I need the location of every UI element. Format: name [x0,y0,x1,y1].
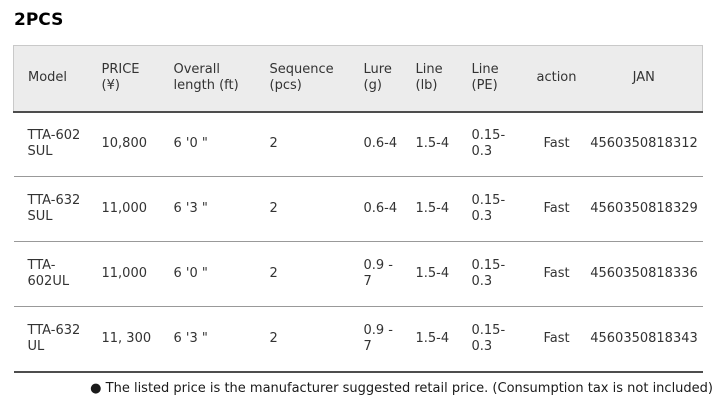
table-body: TTA-602 SUL 10,800 6 '0 " 2 0.6-4 1.5-4 … [13,111,703,373]
col-header-model: Model [13,45,90,113]
cell-lure: 0.6-4 [351,176,404,242]
page-title: 2PCS [14,10,64,30]
cell-jan: 4560350818329 [585,176,703,242]
cell-sequence: 2 [257,241,352,307]
col-header-line-lb: Line (lb) [403,45,460,113]
cell-price: 11, 300 [89,306,162,373]
col-header-line-pe: Line (PE) [459,45,528,113]
cell-line-pe: 0.15- 0.3 [459,111,528,177]
cell-line-lb: 1.5-4 [403,176,460,242]
cell-lure: 0.6-4 [351,111,404,177]
cell-overall-length: 6 '3 " [161,176,258,242]
cell-model: TTA- 602UL [13,241,90,307]
table-header: Model PRICE (¥) Overall length (ft) Sequ… [13,45,703,113]
table-row: TTA-632 SUL 11,000 6 '3 " 2 0.6-4 1.5-4 … [13,176,703,242]
cell-price: 10,800 [89,111,162,177]
cell-overall-length: 6 '3 " [161,306,258,373]
cell-line-pe: 0.15- 0.3 [459,306,528,373]
col-header-lure: Lure (g) [351,45,404,113]
cell-sequence: 2 [257,111,352,177]
page: 2PCS Model PRICE (¥) Overall length (ft)… [13,10,713,396]
cell-overall-length: 6 '0 " [161,111,258,177]
cell-action: Fast [527,111,586,177]
cell-model: TTA-632 SUL [13,176,90,242]
cell-action: Fast [527,306,586,373]
cell-line-lb: 1.5-4 [403,111,460,177]
col-header-price: PRICE (¥) [89,45,162,113]
cell-line-lb: 1.5-4 [403,241,460,307]
col-header-jan: JAN [585,45,703,113]
cell-line-pe: 0.15- 0.3 [459,176,528,242]
table-row: TTA-602 SUL 10,800 6 '0 " 2 0.6-4 1.5-4 … [13,111,703,177]
cell-action: Fast [527,176,586,242]
cell-overall-length: 6 '0 " [161,241,258,307]
header-row: Model PRICE (¥) Overall length (ft) Sequ… [13,45,703,113]
cell-lure: 0.9 - 7 [351,306,404,373]
table-row: TTA-632 UL 11, 300 6 '3 " 2 0.9 - 7 1.5-… [13,306,703,373]
table-row: TTA- 602UL 11,000 6 '0 " 2 0.9 - 7 1.5-4… [13,241,703,307]
cell-lure: 0.9 - 7 [351,241,404,307]
cell-sequence: 2 [257,176,352,242]
cell-price: 11,000 [89,241,162,307]
col-header-action: action [527,45,586,113]
spec-table: Model PRICE (¥) Overall length (ft) Sequ… [13,45,703,373]
cell-price: 11,000 [89,176,162,242]
cell-jan: 4560350818343 [585,306,703,373]
cell-action: Fast [527,241,586,307]
cell-model: TTA-602 SUL [13,111,90,177]
price-footnote: ● The listed price is the manufacturer s… [90,380,713,396]
col-header-overall-length: Overall length (ft) [161,45,258,113]
cell-jan: 4560350818336 [585,241,703,307]
cell-line-pe: 0.15- 0.3 [459,241,528,307]
cell-line-lb: 1.5-4 [403,306,460,373]
cell-sequence: 2 [257,306,352,373]
col-header-sequence: Sequence (pcs) [257,45,352,113]
cell-jan: 4560350818312 [585,111,703,177]
cell-model: TTA-632 UL [13,306,90,373]
